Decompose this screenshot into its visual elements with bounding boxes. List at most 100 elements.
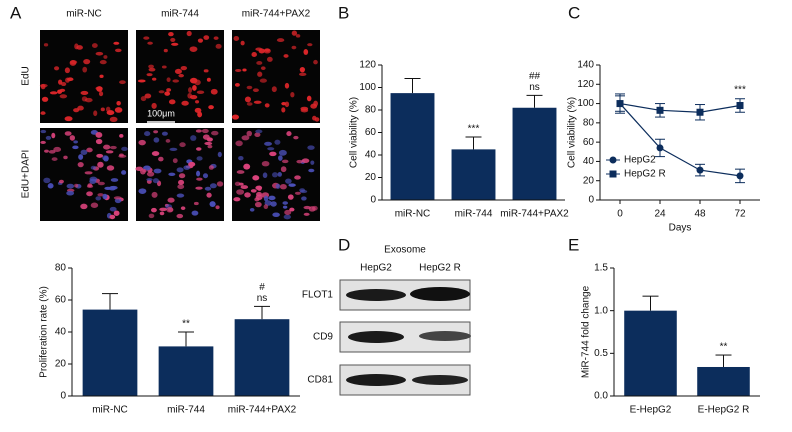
cell: [66, 183, 75, 189]
cell: [44, 149, 49, 153]
cell: [310, 103, 318, 109]
cell: [146, 178, 153, 182]
x-tick-label: miR-NC: [92, 405, 128, 416]
x-tick-label: 0: [617, 209, 623, 220]
y-tick-label: 140: [577, 60, 594, 71]
cell: [260, 66, 266, 70]
x-tick-label: 24: [654, 209, 666, 220]
cell: [192, 85, 197, 91]
cell: [58, 179, 64, 184]
cell: [255, 47, 263, 51]
cell: [244, 96, 252, 103]
cell: [57, 89, 63, 94]
lane-label: HepG2: [360, 263, 392, 274]
cell: [312, 115, 317, 121]
y-tick-label: 40: [583, 156, 595, 167]
cell: [73, 140, 78, 144]
cell: [284, 101, 290, 108]
y-tick-label: 0: [370, 195, 376, 206]
y-tick-label: 20: [365, 172, 377, 183]
cell: [95, 51, 104, 56]
cell: [246, 130, 252, 137]
cell: [51, 157, 58, 161]
marker: [616, 100, 624, 108]
y-tick-label: 20: [583, 175, 595, 186]
cell: [47, 183, 54, 189]
cell: [257, 71, 263, 77]
cell: [165, 139, 171, 143]
cell: [262, 172, 268, 179]
cell: [109, 185, 118, 190]
cell: [283, 214, 291, 220]
cell: [144, 131, 151, 137]
cell: [294, 191, 301, 195]
cell: [281, 102, 287, 106]
bar: [624, 310, 677, 396]
cell: [283, 54, 289, 58]
cell: [275, 183, 281, 189]
bar: [697, 366, 750, 396]
cell: [53, 146, 62, 152]
bar: [451, 149, 496, 200]
cell: [240, 40, 245, 46]
cell: [246, 85, 253, 90]
cell: [80, 203, 88, 210]
cell: [121, 146, 128, 152]
cell: [189, 77, 198, 84]
cell: [86, 147, 93, 153]
cell: [137, 79, 146, 83]
cell: [263, 204, 269, 210]
y-tick-label: 0.5: [594, 348, 608, 359]
cell: [284, 82, 290, 89]
cell: [266, 56, 273, 62]
cell: [60, 82, 67, 87]
cell: [235, 140, 243, 147]
cell: [177, 179, 185, 185]
significance-label: ns: [529, 82, 540, 93]
x-tick-label: 48: [694, 209, 706, 220]
cell: [207, 144, 213, 149]
cell: [263, 48, 271, 54]
cell: [209, 183, 217, 189]
cell: [121, 170, 127, 175]
cell: [242, 68, 247, 72]
cell: [181, 100, 189, 106]
cell: [143, 36, 150, 40]
cell: [186, 30, 192, 37]
significance-label: ns: [257, 293, 268, 304]
cell: [303, 212, 310, 216]
cell: [235, 68, 242, 72]
cell: [158, 156, 164, 162]
cell: [281, 159, 289, 164]
legend-label: HepG2: [624, 155, 656, 166]
cell: [285, 178, 292, 184]
cell: [189, 46, 198, 53]
cell: [172, 158, 178, 164]
cell: [252, 88, 259, 92]
cell: [99, 60, 107, 65]
cell: [202, 134, 210, 140]
cell: [284, 209, 292, 215]
cell: [236, 189, 245, 195]
y-axis-label: Cell viability (%): [567, 97, 578, 168]
cell: [41, 96, 49, 102]
cell: [176, 167, 184, 173]
cell: [153, 137, 160, 143]
cell: [63, 155, 68, 160]
cell: [66, 190, 75, 196]
x-tick-label: E-HepG2: [630, 405, 672, 416]
cell: [299, 67, 306, 73]
cell: [261, 161, 270, 167]
cell: [170, 37, 176, 42]
western-blot: [339, 279, 471, 396]
bar: [390, 93, 435, 200]
cell: [254, 201, 262, 208]
cell: [264, 141, 272, 146]
panel-letter: E: [568, 235, 579, 254]
cell: [210, 88, 218, 95]
significance-label: **: [182, 319, 190, 330]
cell: [64, 116, 73, 122]
cell: [299, 72, 307, 77]
cell: [209, 201, 216, 207]
